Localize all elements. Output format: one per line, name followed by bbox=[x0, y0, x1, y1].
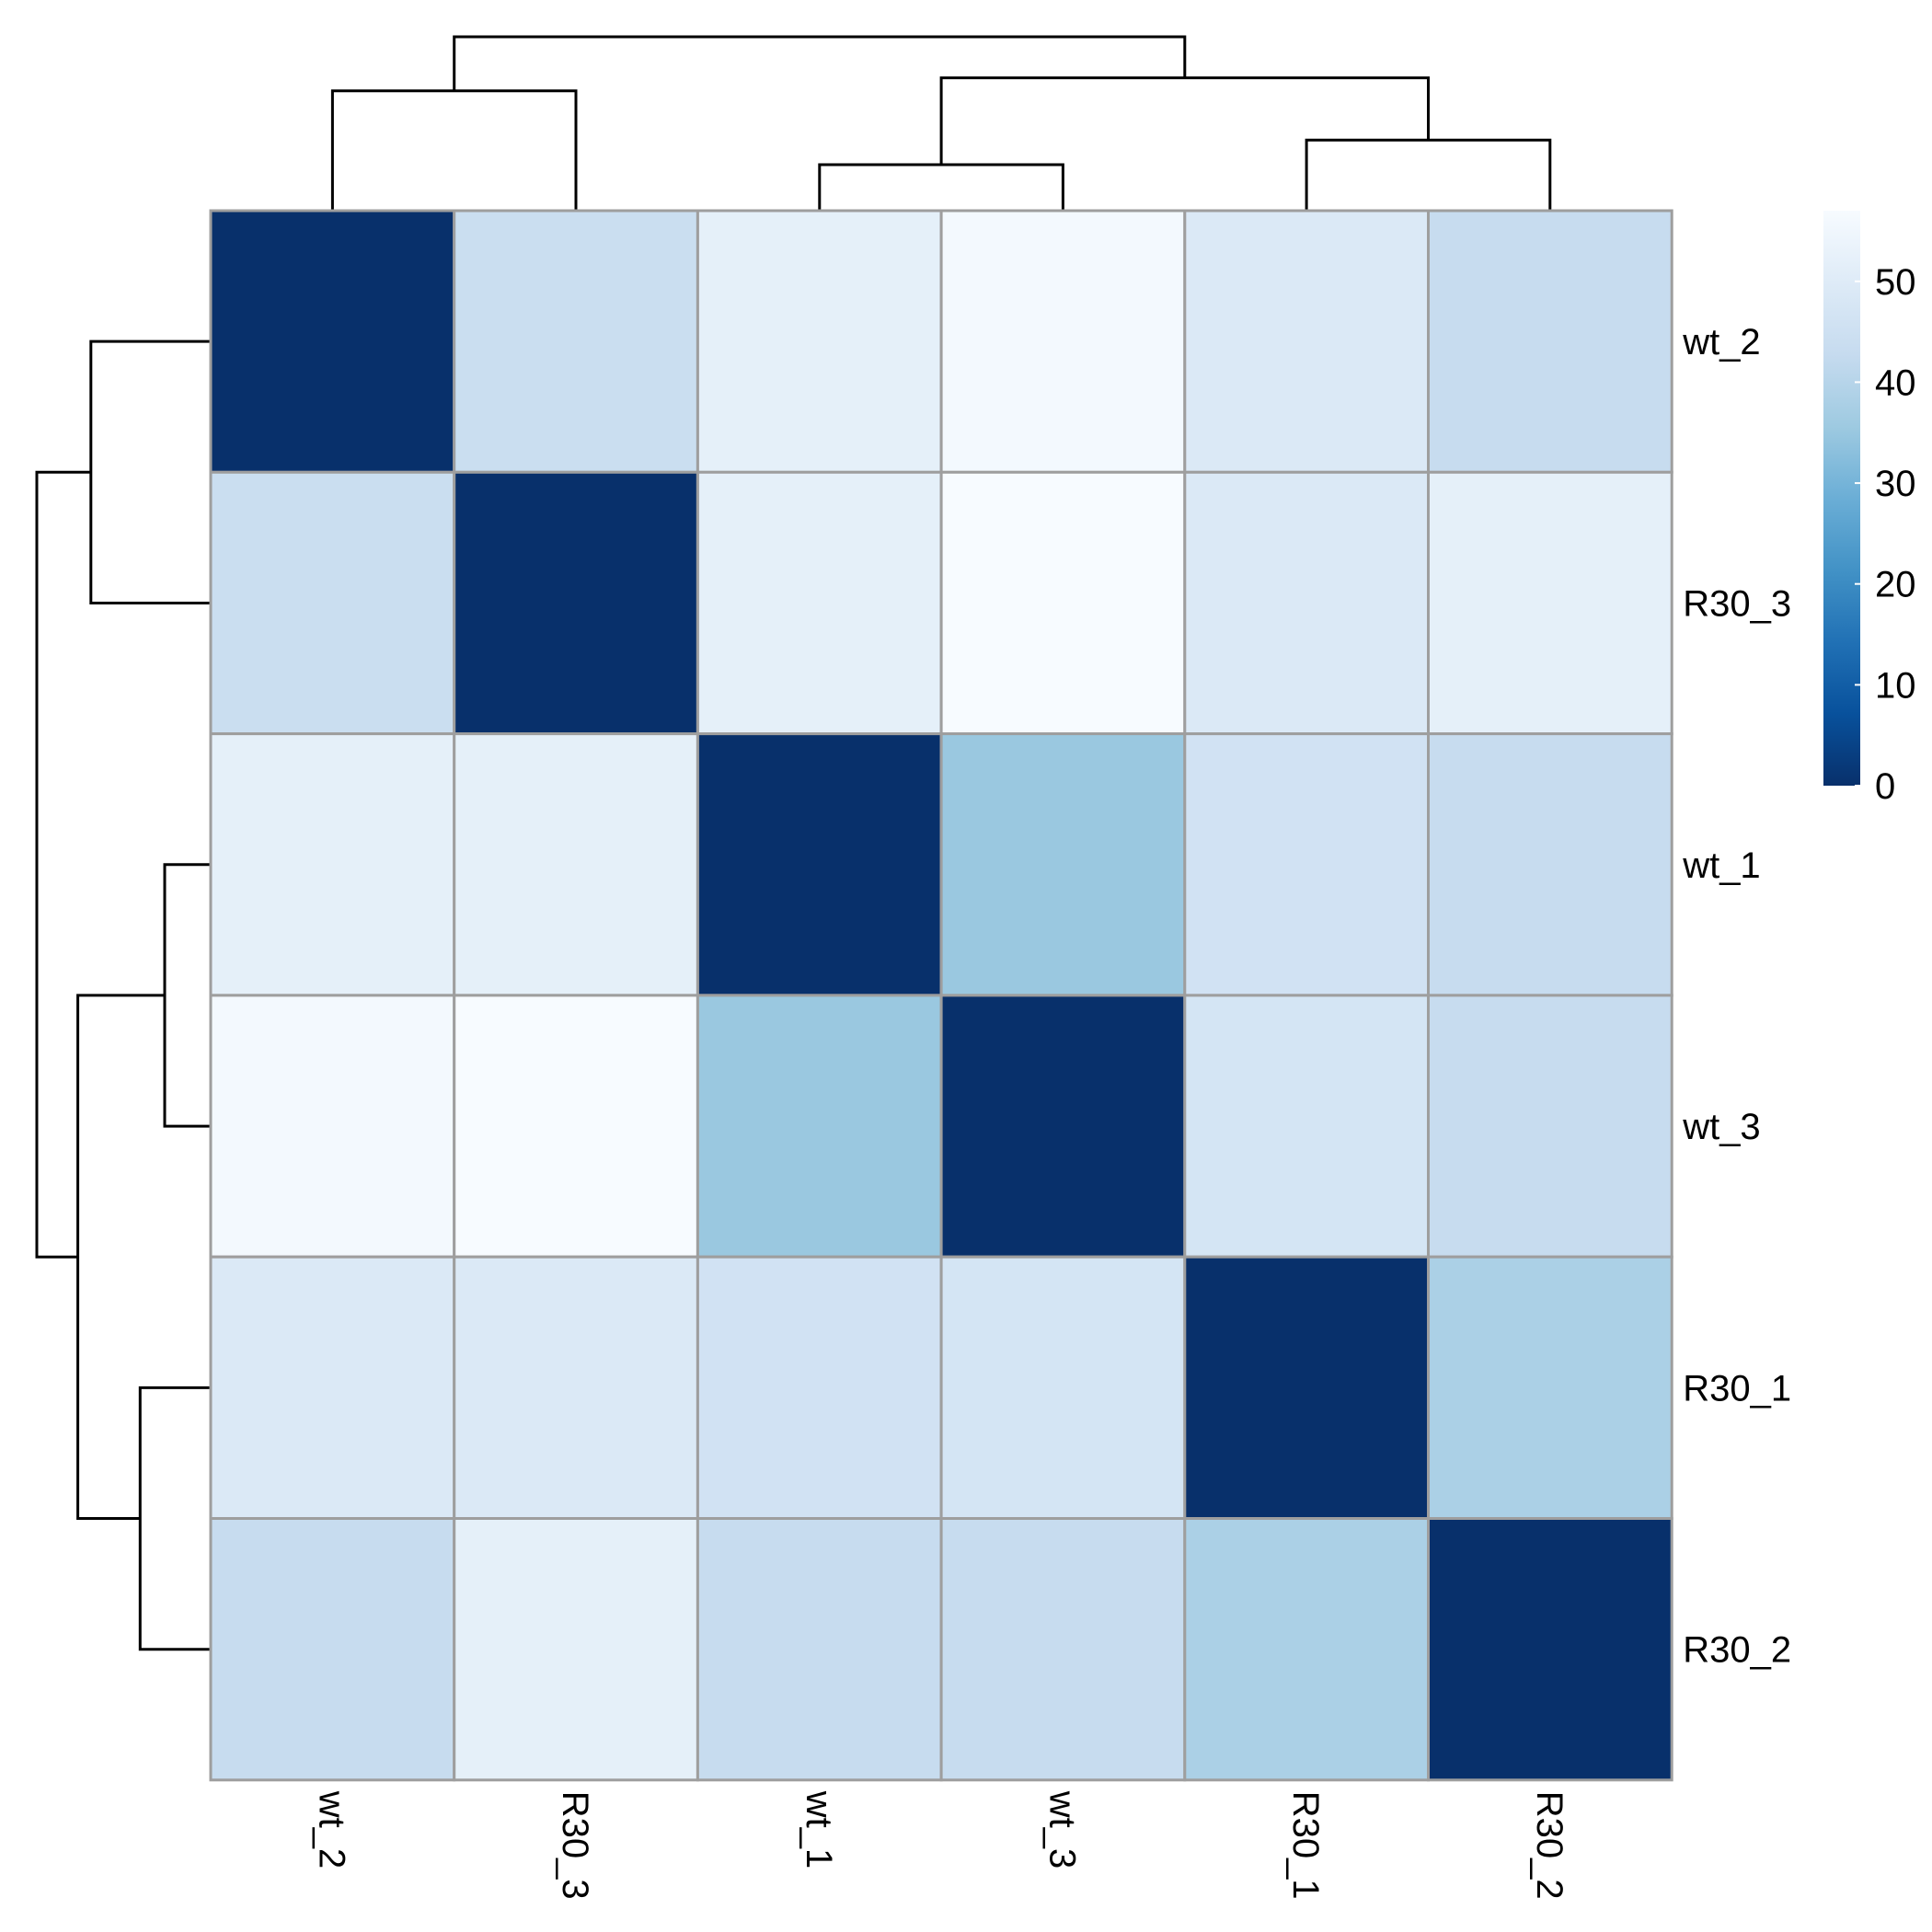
row-label: R30_1 bbox=[1683, 1368, 1791, 1409]
heatmap-cell-wt_1-wt_2 bbox=[209, 732, 456, 997]
column-dendrogram-branch bbox=[939, 76, 1430, 165]
column-dendrogram-branch bbox=[330, 89, 578, 211]
heatmap-cell-R30_1-R30_3 bbox=[453, 1255, 699, 1520]
color-legend: 0 10 20 30 40 50 bbox=[1823, 211, 1916, 807]
column-label: wt_2 bbox=[311, 1790, 351, 1869]
row-dendrogram-branch bbox=[89, 339, 211, 604]
color-legend-bar bbox=[1823, 211, 1860, 786]
column-label: R30_3 bbox=[555, 1791, 595, 1900]
row-dendrogram-branch bbox=[76, 994, 165, 1520]
heatmap-cell-wt_1-R30_2 bbox=[1427, 732, 1673, 997]
heatmap-cell-R30_3-wt_2 bbox=[209, 470, 456, 736]
heatmap-cell-wt_1-R30_1 bbox=[1183, 732, 1431, 997]
row-label: wt_3 bbox=[1682, 1107, 1761, 1147]
heatmap-cell-R30_3-wt_3 bbox=[939, 470, 1187, 736]
heatmap-cell-wt_3-wt_2 bbox=[209, 994, 456, 1259]
heatmap-cell-wt_3-R30_1 bbox=[1183, 994, 1431, 1259]
heatmap-cell-wt_3-R30_3 bbox=[453, 994, 699, 1259]
column-labels: wt_2 R30_3 wt_1 wt_3 R30_1 R30_2 bbox=[311, 1790, 1569, 1900]
color-legend-ticks: 0 10 20 30 40 50 bbox=[1855, 262, 1916, 807]
heatmap-cell-wt_2-wt_1 bbox=[696, 209, 943, 474]
heatmap-cell-wt_2-R30_1 bbox=[1183, 209, 1431, 474]
row-dendrogram bbox=[35, 339, 211, 1651]
heatmap-cell-wt_3-R30_2 bbox=[1427, 994, 1673, 1259]
color-legend-tick-label: 20 bbox=[1875, 565, 1916, 605]
row-labels: wt_2 R30_3 wt_1 wt_3 R30_1 R30_2 bbox=[1682, 322, 1791, 1671]
column-label: wt_3 bbox=[1041, 1790, 1082, 1869]
row-dendrogram-branch bbox=[163, 863, 211, 1128]
column-label: R30_2 bbox=[1529, 1791, 1570, 1900]
heatmap-cell-R30_3-R30_2 bbox=[1427, 470, 1673, 736]
heatmap-cell-R30_1-wt_1 bbox=[696, 1255, 943, 1520]
heatmap-cell-R30_1-R30_1 bbox=[1183, 1255, 1431, 1520]
column-dendrogram-branch bbox=[818, 163, 1064, 211]
heatmap-cell-R30_3-wt_1 bbox=[696, 470, 943, 736]
color-legend-tick-label: 0 bbox=[1875, 766, 1895, 807]
column-dendrogram-branch bbox=[1305, 138, 1552, 211]
heatmap-cell-wt_1-wt_3 bbox=[939, 732, 1187, 997]
heatmap-cell-wt_2-R30_2 bbox=[1427, 209, 1673, 474]
heatmap-cell-R30_1-wt_2 bbox=[209, 1255, 456, 1520]
heatmap-cell-R30_2-wt_3 bbox=[939, 1517, 1187, 1782]
heatmap-cell-R30_1-wt_3 bbox=[939, 1255, 1187, 1520]
column-label: wt_1 bbox=[799, 1790, 839, 1869]
heatmap-cell-R30_2-wt_2 bbox=[209, 1517, 456, 1782]
heatmap-cell-R30_2-R30_3 bbox=[453, 1517, 699, 1782]
heatmap-cell-wt_3-wt_3 bbox=[939, 994, 1187, 1259]
row-dendrogram-branch bbox=[35, 470, 91, 1259]
row-dendrogram-branch bbox=[138, 1386, 211, 1651]
heatmap-cell-wt_1-R30_3 bbox=[453, 732, 699, 997]
row-label: wt_2 bbox=[1682, 322, 1761, 362]
heatmap-cell-wt_2-wt_2 bbox=[209, 209, 456, 474]
heatmap-cell-R30_3-R30_3 bbox=[453, 470, 699, 736]
row-label: R30_3 bbox=[1683, 584, 1791, 625]
row-label: R30_2 bbox=[1683, 1630, 1791, 1671]
heatmap-cell-R30_2-wt_1 bbox=[696, 1517, 943, 1782]
heatmap-cell-R30_3-R30_1 bbox=[1183, 470, 1431, 736]
heatmap-cell-R30_2-R30_2 bbox=[1427, 1517, 1673, 1782]
color-legend-tick-label: 40 bbox=[1875, 362, 1916, 403]
heatmap-cell-wt_1-wt_1 bbox=[696, 732, 943, 997]
heatmap-cell-R30_2-R30_1 bbox=[1183, 1517, 1431, 1782]
color-legend-tick-label: 30 bbox=[1875, 464, 1916, 504]
row-label: wt_1 bbox=[1682, 845, 1761, 886]
color-legend-tick-label: 10 bbox=[1875, 665, 1916, 706]
heatmap-cell-R30_1-R30_2 bbox=[1427, 1255, 1673, 1520]
color-legend-tick-label: 50 bbox=[1875, 262, 1916, 303]
heatmap-cell-wt_3-wt_1 bbox=[696, 994, 943, 1259]
column-dendrogram bbox=[330, 35, 1552, 211]
column-label: R30_1 bbox=[1285, 1791, 1326, 1900]
heatmap-cells bbox=[209, 209, 1673, 1782]
column-dendrogram-branch bbox=[453, 35, 1187, 91]
heatmap-cell-wt_2-R30_3 bbox=[453, 209, 699, 474]
heatmap-cell-wt_2-wt_3 bbox=[939, 209, 1187, 474]
